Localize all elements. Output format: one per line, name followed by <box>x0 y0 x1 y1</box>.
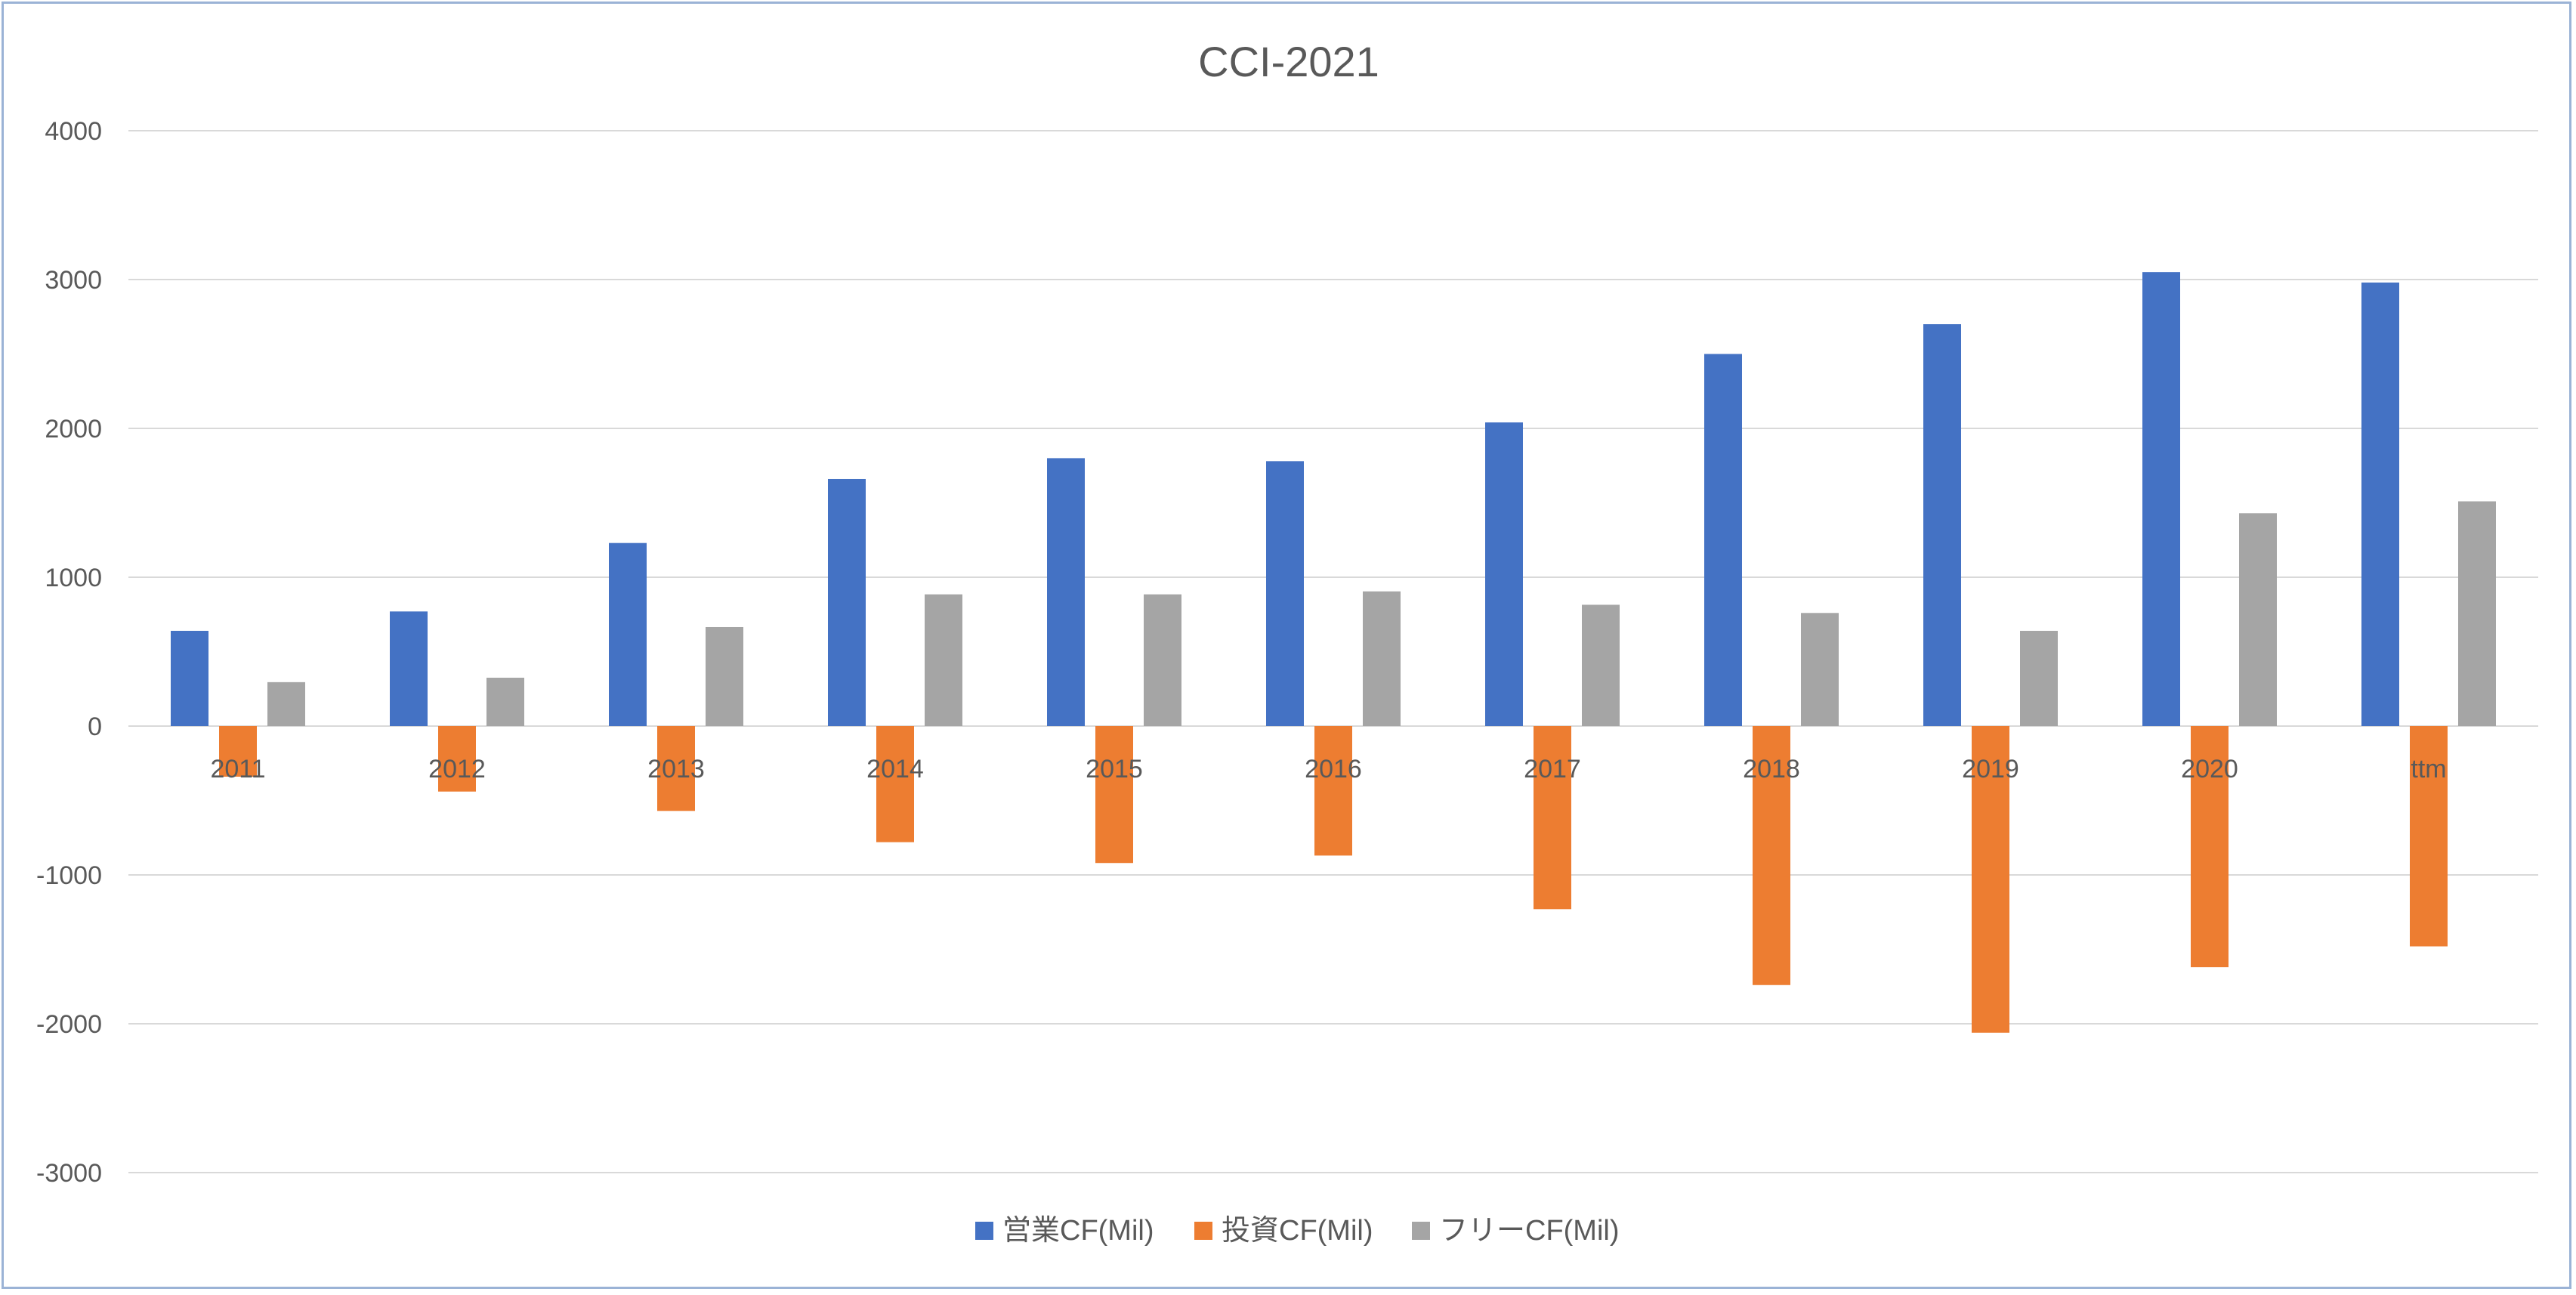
x-tick-label: 2015 <box>1086 755 1143 783</box>
y-tick-label: 1000 <box>45 564 102 592</box>
bar-2-2016 <box>1314 726 1352 856</box>
x-tick-label: 2014 <box>866 755 924 783</box>
bar-3-ttm <box>2458 501 2496 726</box>
legend-swatch-1 <box>975 1222 993 1240</box>
bar-1-2014 <box>828 478 866 726</box>
x-tick-label: 2017 <box>1524 755 1581 783</box>
x-tick-label: 2012 <box>428 755 486 783</box>
bar-2-2011 <box>219 726 257 777</box>
legend: 営業CF(Mil) 投資CF(Mil) フリーCF(Mil) <box>975 1215 1620 1247</box>
chart-title: CCI-2021 <box>1198 38 1379 85</box>
bar-3-2018 <box>1801 613 1839 726</box>
legend-label-1: 営業CF(Mil) <box>1002 1215 1154 1247</box>
bar-chart: CCI-2021 4000 3000 2000 1000 0 -1000 -2000 -300… <box>36 38 2538 1247</box>
bar-3-2014 <box>925 594 962 726</box>
x-tick-label: 2018 <box>1743 755 1800 783</box>
bar-1-2011 <box>171 630 208 726</box>
x-tick-label: 2016 <box>1305 755 1362 783</box>
legend-swatch-2 <box>1194 1222 1212 1240</box>
bar-1-2012 <box>390 611 428 726</box>
x-tick-label: ttm <box>2411 755 2446 783</box>
bar-1-2019 <box>1923 324 1961 727</box>
bar-3-2011 <box>267 681 305 726</box>
bar-3-2019 <box>2020 630 2058 726</box>
bar-3-2012 <box>486 677 524 726</box>
y-tick-label: -1000 <box>36 861 102 890</box>
bar-1-2015 <box>1047 458 1085 726</box>
y-axis-tick-labels: 4000 3000 2000 1000 0 -1000 -2000 -3000 <box>36 117 102 1188</box>
bars <box>171 272 2496 1033</box>
y-tick-label: 3000 <box>45 266 102 295</box>
legend-label-3: フリーCF(Mil) <box>1439 1215 1620 1247</box>
x-axis-tick-labels: 2011 2012 2013 2014 2015 2016 2017 2018 2019 2020… <box>210 755 2446 783</box>
x-tick-label: 2019 <box>1962 755 2019 783</box>
bar-3-2020 <box>2239 513 2277 726</box>
bar-3-2013 <box>706 626 743 726</box>
y-tick-label: 2000 <box>45 415 102 444</box>
x-tick-label: 2011 <box>210 755 265 783</box>
bar-2-2018 <box>1753 726 1790 985</box>
y-tick-label: 4000 <box>45 117 102 146</box>
bar-1-2013 <box>609 542 647 726</box>
x-tick-label: 2013 <box>647 755 705 783</box>
bar-2-2017 <box>1534 726 1571 910</box>
bar-1-2017 <box>1485 422 1523 726</box>
y-tick-label: -3000 <box>36 1159 102 1188</box>
bar-2-2019 <box>1972 726 2009 1033</box>
bar-1-2018 <box>1704 354 1742 726</box>
legend-label-2: 投資CF(Mil) <box>1222 1215 1373 1247</box>
bar-2-2014 <box>876 726 914 842</box>
bar-3-2015 <box>1144 594 1181 726</box>
bar-2-2013 <box>657 726 695 811</box>
y-tick-label: 0 <box>88 712 102 741</box>
y-tick-label: -2000 <box>36 1010 102 1039</box>
bar-3-2017 <box>1582 604 1620 726</box>
bar-2-ttm <box>2410 726 2448 947</box>
bar-1-2016 <box>1266 461 1304 726</box>
bar-1-2020 <box>2142 272 2180 726</box>
bar-2-2015 <box>1095 726 1133 864</box>
bar-1-ttm <box>2361 282 2399 726</box>
bar-2-2012 <box>438 726 476 792</box>
x-tick-label: 2020 <box>2181 755 2238 783</box>
bar-2-2020 <box>2191 726 2229 968</box>
bar-3-2016 <box>1363 591 1401 726</box>
legend-swatch-3 <box>1412 1222 1430 1240</box>
